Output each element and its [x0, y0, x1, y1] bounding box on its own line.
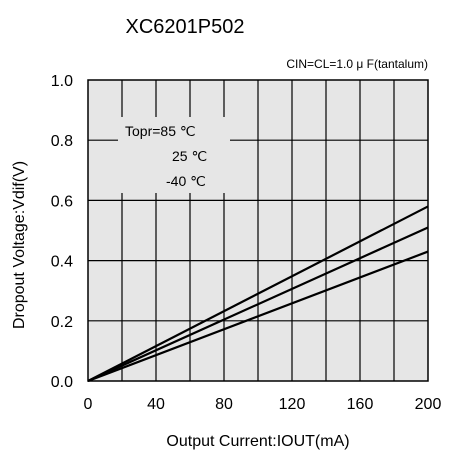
y-axis-ticks: 0.0 0.2 0.4 0.6 0.8 1.0 — [51, 73, 73, 391]
y-axis-label: Dropout Voltage:Vdif(V) — [11, 161, 28, 329]
x-tick-label: 160 — [347, 396, 374, 413]
y-tick-label: 0.4 — [51, 254, 73, 271]
x-tick-label: 200 — [415, 396, 442, 413]
chart-subtitle: CIN=CL=1.0 μ F(tantalum) — [286, 57, 428, 71]
series-line-0 — [87, 205, 429, 382]
x-tick-label: 0 — [84, 396, 93, 413]
legend-label-25: 25 ℃ — [172, 148, 207, 164]
x-tick-label: 80 — [215, 396, 233, 413]
legend-label-minus40: -40 ℃ — [166, 173, 206, 189]
series-line-2 — [87, 250, 429, 383]
legend-title: Topr=85 ℃ — [125, 123, 196, 139]
x-axis-label: Output Current:IOUT(mA) — [166, 433, 349, 450]
series-lines — [87, 205, 429, 383]
y-tick-label: 0.6 — [51, 193, 73, 210]
y-tick-label: 0.8 — [51, 133, 73, 150]
series-line-1 — [87, 226, 429, 383]
plot-border — [87, 79, 429, 382]
y-tick-label: 1.0 — [51, 73, 73, 90]
y-tick-label: 0.2 — [51, 314, 73, 331]
x-axis-ticks: 0 40 80 120 160 200 — [84, 396, 442, 413]
x-tick-label: 120 — [279, 396, 306, 413]
y-tick-label: 0.0 — [51, 374, 73, 391]
legend-box — [118, 117, 230, 193]
chart-title: XC6201P502 — [126, 16, 245, 38]
x-tick-label: 40 — [147, 396, 165, 413]
